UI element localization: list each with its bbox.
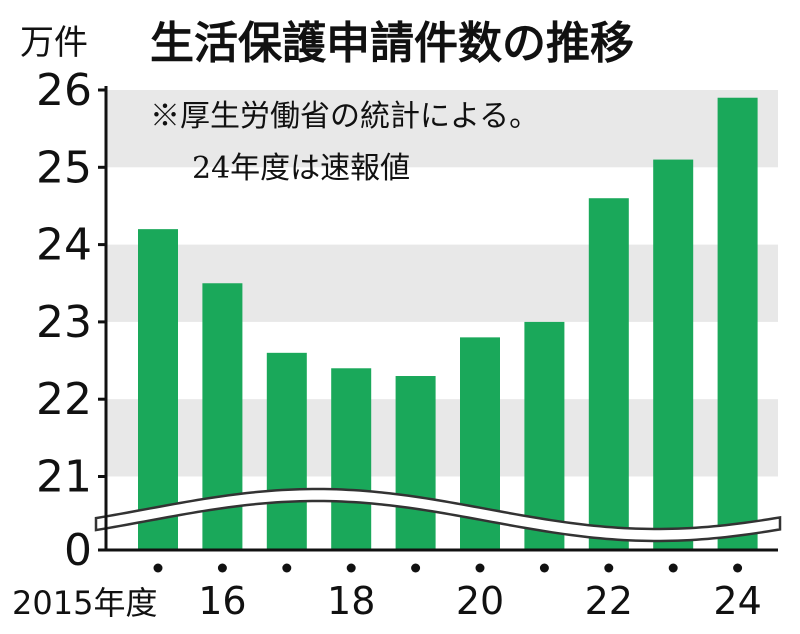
x-tick-dots (153, 563, 743, 573)
x-tick-dot (346, 563, 356, 573)
x-tick-label: 20 (456, 579, 504, 623)
x-tick-label: 22 (585, 579, 633, 623)
bar (331, 368, 372, 550)
bar (717, 97, 758, 550)
y-tick-label: 23 (36, 297, 92, 348)
axes (104, 86, 778, 552)
y-tick-label: 21 (36, 452, 92, 503)
y-tick-label: 24 (36, 220, 92, 271)
x-tick-dot (217, 563, 227, 573)
chart-title: 生活保護申請件数の推移 (150, 18, 634, 69)
x-tick-dot (475, 563, 485, 573)
x-tick-dot (668, 563, 678, 573)
grid-band (106, 90, 778, 168)
x-tick-dot (604, 563, 614, 573)
note-line-1: ※厚生労働省の統計による。 (150, 99, 539, 134)
x-tick-label: 24 (713, 579, 761, 623)
bar (524, 321, 565, 550)
bar (138, 229, 178, 550)
x-tick-label: 16 (198, 579, 246, 623)
bar (395, 376, 436, 550)
bar (266, 352, 307, 550)
x-tick-dot (282, 563, 292, 573)
x-tick-dot (539, 563, 549, 573)
x-tick-label: 2015年度 (12, 584, 157, 622)
bar (653, 159, 694, 550)
y-tick-labels: 26 25 24 23 22 21 0 (36, 65, 106, 576)
note-line-2: 24年度は速報値 (192, 151, 410, 186)
x-tick-dot (153, 563, 163, 573)
axis-break-wave (94, 487, 782, 543)
y-tick-label: 0 (64, 525, 92, 576)
x-tick-label: 18 (327, 579, 375, 623)
y-unit-label: 万件 (20, 23, 88, 63)
y-tick-label: 26 (36, 65, 92, 116)
x-tick-dot (733, 563, 743, 573)
x-tick-labels: 2015年度 16 18 20 22 24 (12, 579, 762, 623)
y-tick-label: 25 (36, 142, 92, 193)
x-tick-dot (411, 563, 421, 573)
bar (588, 198, 629, 550)
y-tick-label: 22 (36, 374, 92, 425)
